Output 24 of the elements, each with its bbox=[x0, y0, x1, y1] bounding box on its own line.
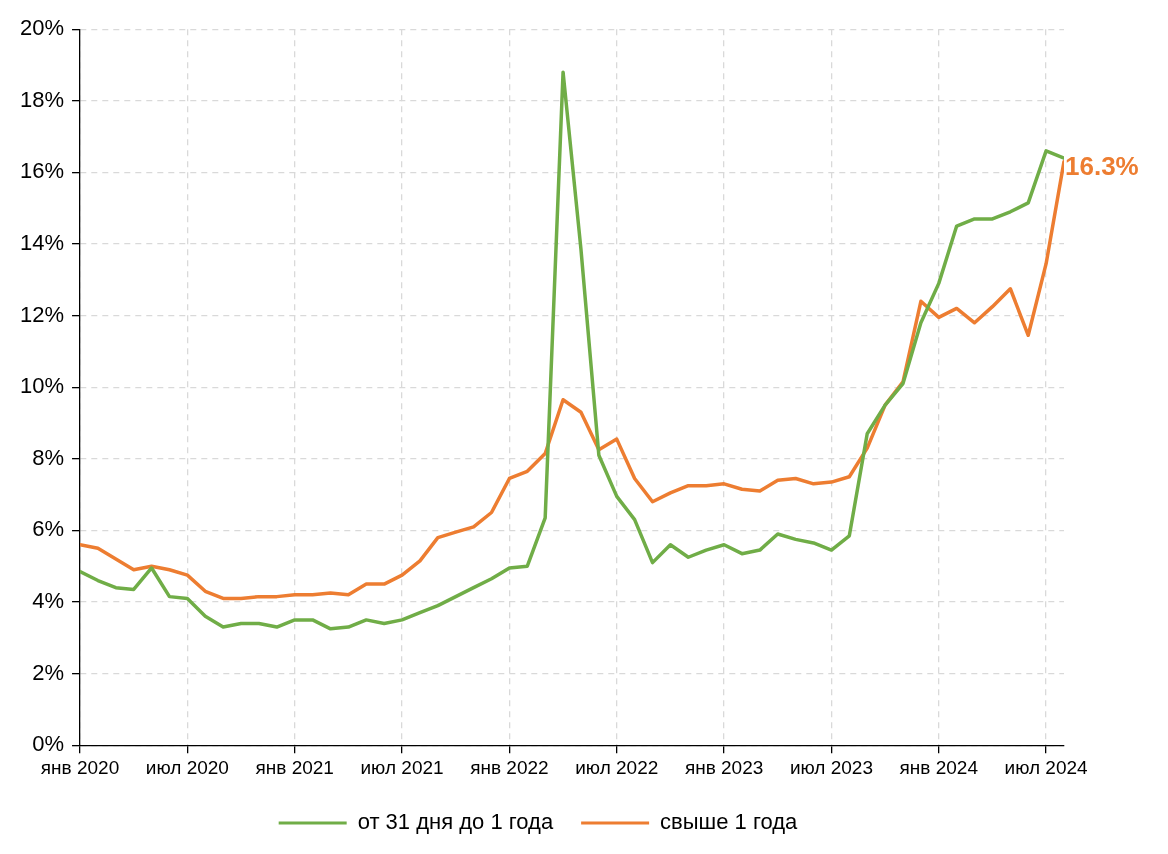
data-label: 16.3% bbox=[1065, 150, 1139, 181]
x-tick-label: июл 2022 bbox=[575, 756, 659, 778]
x-tick-label: янв 2023 bbox=[684, 756, 764, 778]
y-tick-label: 20% bbox=[19, 15, 65, 41]
legend-label: свыше 1 года bbox=[660, 809, 799, 835]
x-tick-label: июл 2023 bbox=[789, 756, 873, 778]
x-tick-label: янв 2021 bbox=[255, 756, 334, 778]
y-tick-label: 12% bbox=[19, 301, 65, 327]
x-tick-label: июл 2020 bbox=[145, 756, 229, 778]
y-tick-label: 4% bbox=[32, 588, 65, 614]
x-tick-label: июл 2021 bbox=[360, 756, 444, 778]
y-tick-label: 14% bbox=[19, 230, 65, 256]
y-tick-label: 8% bbox=[32, 444, 65, 470]
y-tick-label: 10% bbox=[19, 373, 65, 399]
y-tick-label: 6% bbox=[32, 516, 65, 542]
x-tick-label: янв 2024 bbox=[899, 756, 979, 778]
y-tick-label: 18% bbox=[19, 86, 65, 112]
x-tick-label: янв 2020 bbox=[40, 756, 120, 778]
x-tick-label: янв 2022 bbox=[470, 756, 549, 778]
y-tick-label: 2% bbox=[32, 659, 65, 685]
x-tick-label: июл 2024 bbox=[1004, 756, 1089, 778]
y-tick-label: 16% bbox=[19, 158, 65, 184]
y-tick-label: 0% bbox=[32, 731, 65, 757]
legend-label: от 31 дня до 1 года bbox=[357, 809, 554, 835]
